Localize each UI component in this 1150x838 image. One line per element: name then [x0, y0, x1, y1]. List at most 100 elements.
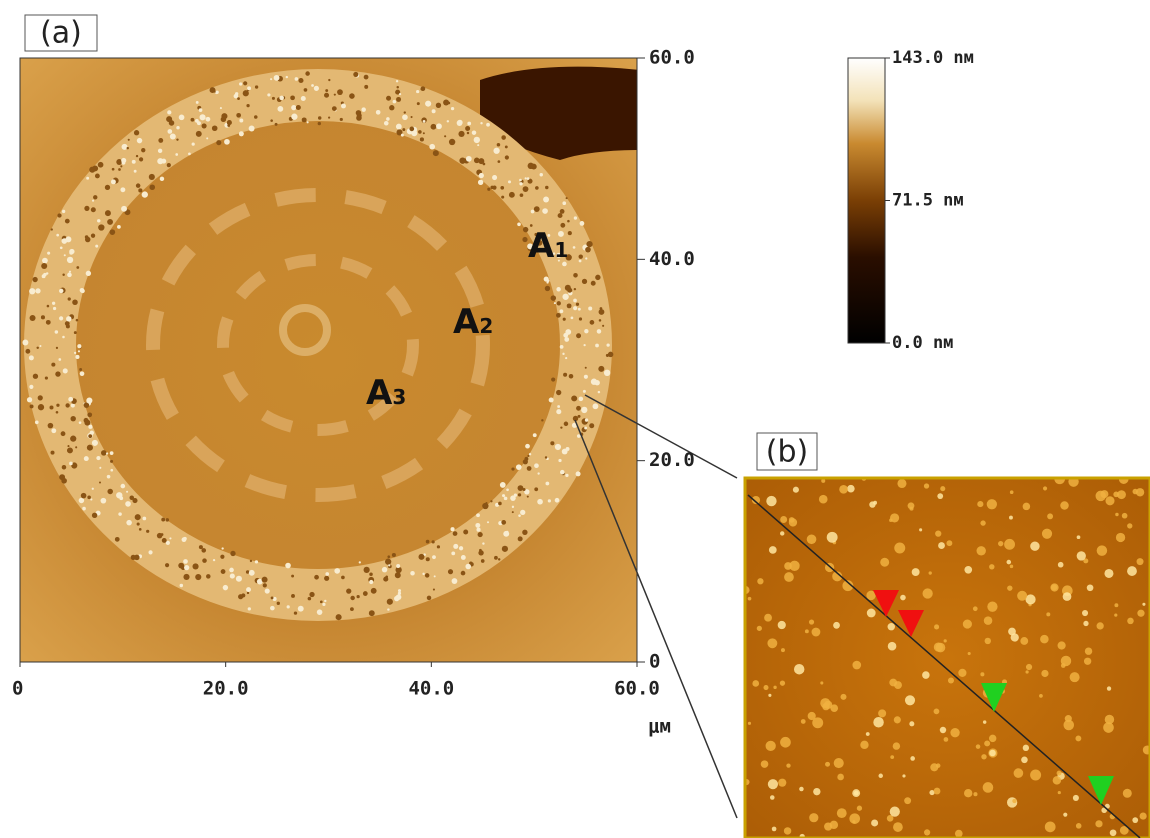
texture-dot [363, 591, 368, 596]
texture-dot [134, 170, 137, 173]
texture-dot [92, 440, 98, 446]
texture-dot [866, 732, 870, 736]
texture-dot [359, 561, 361, 563]
texture-dot [236, 113, 241, 118]
texture-dot [1058, 562, 1064, 568]
texture-dot [304, 88, 308, 92]
texture-dot [74, 331, 77, 334]
texture-dot [51, 363, 55, 367]
texture-dot [396, 97, 401, 102]
texture-dot [136, 155, 138, 157]
texture-dot [581, 407, 587, 413]
texture-dot [766, 741, 776, 751]
texture-dot [270, 119, 273, 122]
texture-dot [890, 807, 900, 817]
texture-dot [563, 318, 566, 321]
texture-dot [206, 137, 208, 139]
texture-dot [531, 210, 535, 214]
texture-dot [852, 820, 855, 823]
axis-unit: μм [648, 716, 671, 738]
texture-dot [357, 595, 360, 598]
texture-dot [59, 289, 63, 293]
texture-dot [543, 197, 549, 203]
texture-dot [893, 822, 903, 832]
texture-dot [387, 555, 390, 558]
texture-dot [53, 307, 56, 310]
texture-dot [527, 466, 532, 471]
texture-dot [1023, 745, 1029, 751]
texture-dot [1095, 491, 1105, 501]
texture-dot [983, 720, 986, 723]
texture-dot [38, 404, 44, 410]
texture-dot [1105, 496, 1114, 505]
texture-dot [894, 542, 905, 553]
annotation-letter: A [366, 373, 393, 413]
texture-dot [1127, 566, 1137, 576]
texture-dot [565, 329, 571, 335]
texture-dot [839, 485, 848, 494]
annotation-letter: A [528, 226, 555, 266]
texture-dot [973, 792, 977, 796]
texture-dot [121, 484, 126, 489]
texture-dot [1096, 622, 1103, 629]
texture-dot [890, 755, 894, 759]
texture-dot [87, 445, 93, 451]
texture-dot [1083, 621, 1088, 626]
texture-dot [52, 302, 55, 305]
texture-dot [66, 316, 71, 321]
texture-dot [1122, 513, 1128, 519]
texture-dot [784, 572, 794, 582]
texture-dot [880, 558, 889, 567]
texture-dot [158, 149, 162, 153]
texture-dot [222, 547, 224, 549]
texture-dot [77, 344, 81, 348]
texture-dot [404, 111, 406, 113]
texture-dot [588, 306, 592, 310]
texture-dot [968, 652, 971, 655]
texture-dot [562, 449, 568, 455]
texture-dot [287, 605, 290, 608]
texture-dot [498, 558, 500, 560]
texture-dot [396, 124, 402, 130]
texture-dot [767, 638, 777, 648]
texture-dot [517, 222, 521, 226]
texture-dot [528, 163, 534, 169]
texture-dot [199, 545, 203, 549]
texture-dot [555, 444, 561, 450]
texture-dot [255, 85, 258, 88]
texture-dot [423, 120, 426, 123]
texture-dot [506, 531, 508, 533]
texture-dot [556, 409, 561, 414]
texture-dot [549, 398, 554, 403]
texture-dot [558, 213, 563, 218]
texture-dot [585, 257, 587, 259]
texture-dot [301, 96, 306, 101]
texture-dot [161, 518, 165, 522]
texture-dot [452, 578, 458, 584]
texture-dot [43, 273, 47, 277]
texture-dot [191, 118, 195, 122]
colorbar-label: 143.0 nм [892, 48, 974, 68]
texture-dot [56, 411, 59, 414]
texture-dot [989, 735, 996, 742]
texture-dot [224, 139, 230, 145]
texture-dot [1127, 523, 1132, 528]
texture-dot [748, 597, 752, 601]
texture-dot [1020, 637, 1028, 645]
texture-dot [854, 791, 859, 796]
texture-dot [36, 347, 38, 349]
texture-dot [987, 602, 997, 612]
texture-dot [482, 542, 484, 544]
texture-dot [809, 813, 818, 822]
texture-dot [90, 431, 94, 435]
texture-dot [76, 266, 79, 269]
texture-dot [169, 537, 171, 539]
texture-dot [249, 570, 255, 576]
texture-dot [92, 488, 94, 490]
texture-dot [246, 104, 249, 107]
texture-dot [1045, 821, 1056, 832]
texture-dot [213, 559, 215, 561]
texture-dot [599, 309, 605, 315]
y-tick-label: 60.0 [649, 47, 695, 69]
texture-dot [837, 774, 844, 781]
